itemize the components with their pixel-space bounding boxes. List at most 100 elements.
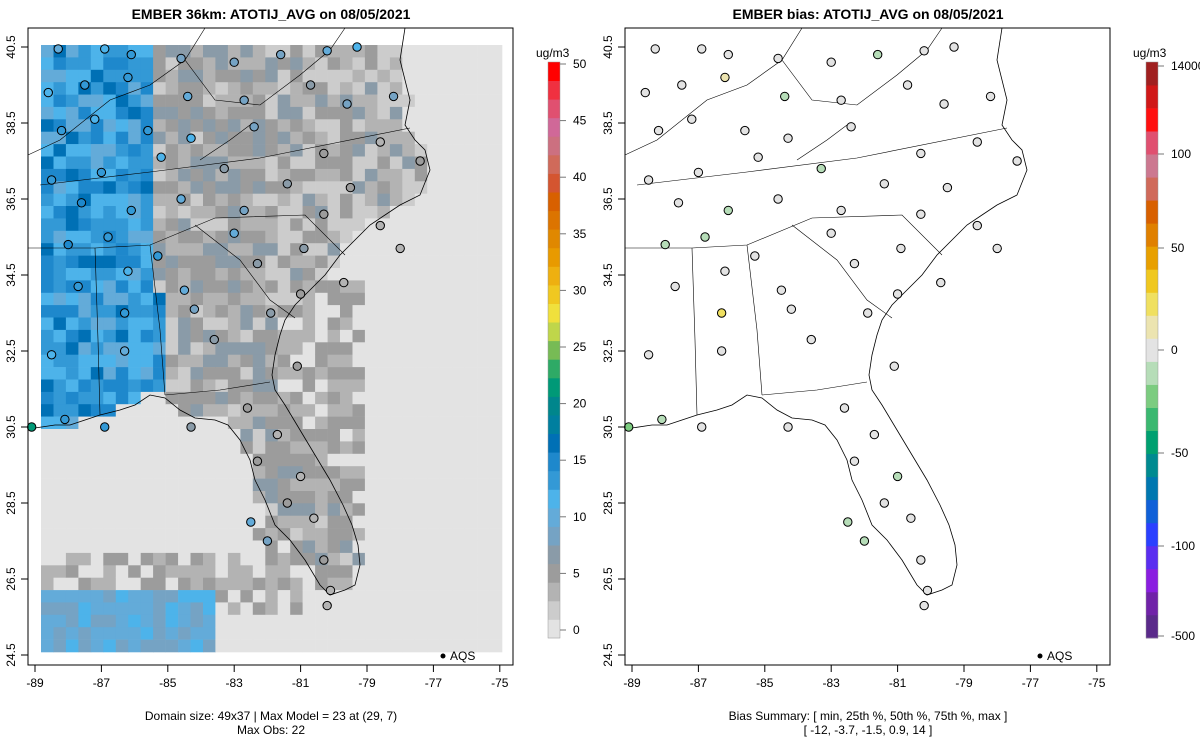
grid-cell	[389, 106, 403, 120]
grid-cell	[389, 602, 403, 616]
grid-cell	[53, 280, 67, 294]
grid-cell	[203, 577, 216, 591]
grid-cell	[265, 168, 279, 182]
grid-cell	[352, 367, 366, 380]
grid-cell	[178, 453, 191, 467]
grid-cell	[352, 317, 366, 331]
aqs-site-marker	[693, 167, 704, 178]
grid-cell	[165, 280, 179, 294]
grid-cell	[489, 329, 503, 343]
grid-cell	[315, 94, 328, 108]
grid-cell	[340, 478, 353, 492]
y-tick-label: 26.5	[601, 567, 615, 591]
grid-cell	[165, 119, 179, 132]
grid-cell	[414, 478, 428, 492]
grid-cell	[41, 491, 54, 504]
grid-cell	[53, 379, 67, 393]
grid-cell	[115, 156, 129, 170]
grid-cell	[389, 429, 403, 442]
grid-cell	[65, 503, 79, 516]
grid-cell	[439, 404, 453, 417]
grid-cell	[414, 354, 428, 368]
grid-cell	[290, 565, 303, 578]
grid-cell	[265, 106, 279, 120]
y-tick-label: 26.5	[4, 567, 18, 591]
aqs-site-marker	[786, 304, 797, 314]
grid-cell	[277, 354, 291, 368]
grid-cell	[427, 230, 440, 244]
grid-cell	[190, 57, 204, 71]
grid-cell	[240, 354, 254, 368]
grid-cell	[252, 429, 266, 442]
grid-cell	[414, 627, 428, 640]
grid-cell	[227, 491, 241, 504]
grid-cell	[203, 590, 216, 603]
state-border	[796, 124, 848, 161]
grid-cell	[140, 404, 154, 417]
grid-cell	[227, 528, 241, 541]
grid-cell	[90, 131, 104, 145]
grid-cell	[227, 453, 241, 467]
grid-cell	[377, 540, 391, 554]
grid-cell	[78, 317, 92, 331]
grid-cell	[389, 57, 403, 71]
grid-cell	[140, 45, 154, 58]
grid-cell	[315, 119, 328, 132]
grid-cell	[364, 181, 378, 194]
aqs-site-marker	[272, 429, 283, 440]
grid-cell	[65, 144, 79, 157]
grid-cell	[427, 168, 440, 182]
grid-cell	[277, 82, 291, 95]
grid-cell	[364, 243, 378, 256]
grid-cell	[140, 565, 154, 578]
grid-cell	[477, 69, 490, 83]
grid-cell	[389, 292, 403, 306]
grid-cell	[427, 131, 440, 145]
grid-cell	[402, 354, 416, 368]
grid-cell	[178, 478, 191, 492]
grid-cell	[65, 82, 79, 95]
grid-cell	[402, 367, 416, 380]
grid-cell	[165, 45, 179, 58]
aqs-site-marker	[697, 44, 707, 54]
grid-cell	[277, 453, 291, 467]
grid-cell	[227, 441, 241, 455]
grid-cell	[153, 292, 166, 306]
grid-cell	[489, 453, 503, 467]
grid-cell	[464, 329, 478, 343]
grid-cell	[290, 255, 303, 269]
grid-cell	[240, 243, 254, 256]
y-tick-label: 38.5	[4, 111, 18, 135]
grid-cell	[427, 565, 440, 578]
grid-cell	[477, 94, 490, 108]
grid-cell	[389, 565, 403, 578]
grid-cell	[489, 317, 503, 331]
grid-cell	[402, 577, 416, 591]
grid-cell	[128, 181, 141, 194]
grid-cell	[464, 119, 478, 132]
bias-map: -89 -87 -85 -83 -81 -79 -77 -7524.526.528.530.5…	[601, 27, 1111, 690]
grid-cell	[153, 181, 166, 194]
grid-cell	[78, 45, 92, 58]
grid-cell	[252, 181, 266, 194]
grid-cell	[90, 590, 104, 603]
grid-cell	[53, 391, 67, 405]
grid-cell	[489, 552, 503, 566]
grid-cell	[153, 367, 166, 380]
colorbar-segment	[1146, 62, 1158, 86]
grid-cell	[227, 206, 241, 219]
grid-cell	[115, 45, 129, 58]
grid-cell	[427, 540, 440, 554]
grid-cell	[402, 57, 416, 71]
y-tick-label: 34.5	[4, 263, 18, 287]
grid-cell	[215, 305, 229, 318]
grid-cell	[414, 342, 428, 355]
grid-cell	[340, 57, 353, 71]
grid-cell	[377, 144, 391, 157]
grid-cell	[402, 329, 416, 343]
grid-cell	[265, 590, 279, 603]
grid-cell	[240, 639, 254, 653]
grid-cell	[477, 329, 490, 343]
grid-cell	[190, 193, 204, 207]
grid-cell	[377, 503, 391, 516]
